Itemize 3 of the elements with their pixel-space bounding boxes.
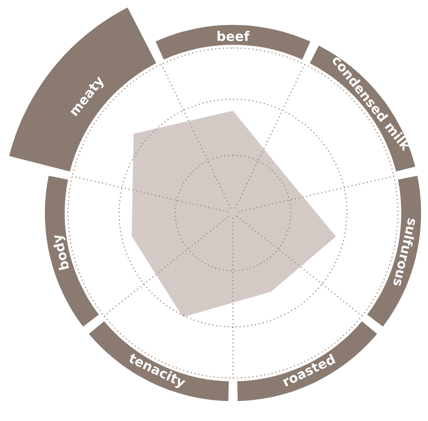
spoke-label: sulfurous (392, 218, 418, 287)
spoke-label: beef (218, 30, 250, 42)
spoke-label: body (51, 233, 72, 270)
